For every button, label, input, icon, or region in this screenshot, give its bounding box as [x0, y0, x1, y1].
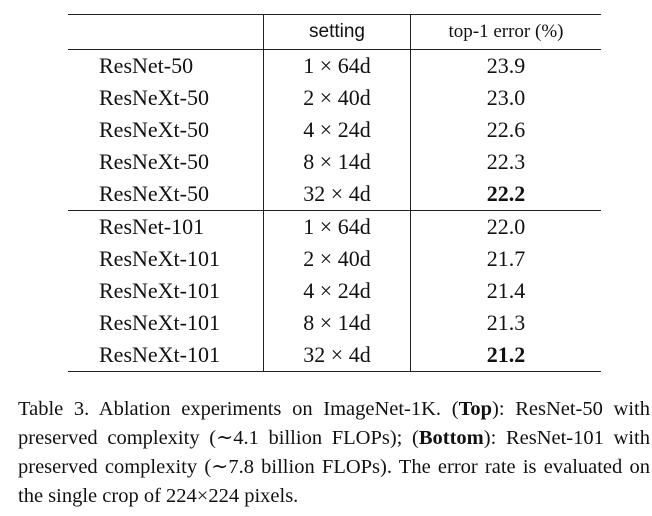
- table-cell: 32 × 4d: [263, 178, 411, 211]
- table-row: ResNet-101 1 × 64d 22.0: [68, 210, 601, 243]
- table-row: ResNeXt-101 2 × 40d 21.7: [68, 243, 601, 275]
- table-row: ResNeXt-50 2 × 40d 23.0: [68, 82, 601, 114]
- table-cell: 23.0: [486, 85, 526, 110]
- table-cell: ResNeXt-101: [99, 310, 220, 335]
- table-cell: 2 × 40d: [263, 243, 411, 275]
- table-cell: 22.0: [410, 210, 601, 243]
- caption-text: ): ResNet-50 with preserved complexity (…: [18, 398, 650, 449]
- table-cell: 8 × 14d: [263, 307, 411, 339]
- table-cell: 8 × 14d: [263, 146, 411, 178]
- table-cell: 1 × 64d: [263, 49, 411, 82]
- table-cell: ResNet-50: [99, 53, 194, 78]
- table-cell: ResNeXt-50: [99, 117, 209, 142]
- table-cell: 2 × 40d: [263, 82, 411, 114]
- table-cell: 1 × 64d: [263, 210, 411, 243]
- caption-text: Table 3. Ablation experiments on ImageNe…: [18, 398, 459, 420]
- table-cell: ResNet-101: [68, 210, 264, 243]
- table-cell: 21.4: [486, 278, 526, 303]
- table-cell: 21.7: [486, 246, 526, 271]
- table-cell: 22.6: [486, 117, 526, 142]
- caption: Table 3. Ablation experiments on ImageNe…: [18, 395, 650, 511]
- table-cell: ResNeXt-50: [99, 181, 209, 206]
- table-cell: ResNeXt-101: [99, 342, 220, 367]
- table-row: ResNeXt-50 4 × 24d 22.6: [68, 114, 601, 146]
- header-cell: setting: [263, 14, 411, 50]
- caption-bold: Bottom: [418, 427, 484, 449]
- table-cell: 32 × 4d: [263, 339, 411, 372]
- table-row: ResNeXt-50 8 × 14d 22.3: [68, 146, 601, 178]
- table-cell: 23.9: [486, 53, 526, 78]
- table-cell: ResNeXt-50: [99, 85, 209, 110]
- table-cell: 4 × 24d: [263, 114, 411, 146]
- table-row: ResNeXt-50 32 × 4d 22.2: [68, 178, 601, 211]
- table-cell: ResNeXt-50: [99, 149, 209, 174]
- header-cell: top-1 error (%): [410, 14, 601, 50]
- table-row: ResNeXt-101 4 × 24d 21.4: [68, 275, 601, 307]
- table-cell: 22.2: [486, 181, 526, 206]
- table-row: ResNeXt-101 8 × 14d 21.3: [68, 307, 601, 339]
- table-body: ResNet-50 1 × 64d 23.9 ResNeXt-50 2 × 40d 23.…: [68, 49, 601, 372]
- table-row: ResNeXt-101 32 × 4d 21.2: [68, 339, 601, 372]
- caption-bold: Top: [458, 398, 493, 420]
- table-cell: 4 × 24d: [263, 275, 411, 307]
- table-cell: ResNeXt-101: [99, 278, 220, 303]
- caption-text: ): ResNet-101 with preserved complexity …: [18, 427, 650, 507]
- table-cell: ResNeXt-101: [99, 246, 220, 271]
- results-table: setting top-1 error (%) ResNet-50 1 × 64d…: [68, 14, 601, 372]
- table-cell: 22.3: [486, 149, 526, 174]
- table-row: ResNet-50 1 × 64d 23.9: [68, 49, 601, 82]
- table-cell: 21.2: [486, 342, 526, 367]
- header-cell: [68, 14, 264, 50]
- table-cell: 21.3: [486, 310, 526, 335]
- header-row: setting top-1 error (%): [68, 14, 601, 50]
